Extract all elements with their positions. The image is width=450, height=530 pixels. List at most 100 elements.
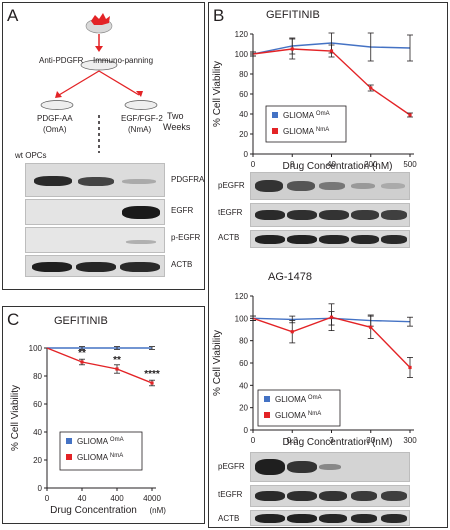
- blot-b1-row-tegfr: [250, 203, 410, 227]
- x-tick-label: 30: [366, 436, 375, 445]
- y-tick-label: 20: [33, 456, 42, 465]
- x-tick-label: 200: [364, 160, 378, 169]
- data-point: [80, 360, 84, 364]
- dish-right-label-1: EGF/FGF-2: [121, 114, 163, 123]
- tumor-icon: [85, 13, 113, 34]
- y-tick-label: 20: [239, 130, 248, 139]
- y-tick-label: 100: [235, 314, 249, 323]
- y-tick-label: 100: [29, 344, 43, 353]
- x-tick-label: 8: [290, 160, 295, 169]
- data-point: [290, 47, 294, 51]
- y-tick-label: 40: [239, 381, 248, 390]
- series-line: [46, 347, 153, 384]
- data-point: [408, 113, 412, 117]
- x-tick-label: 4000: [143, 494, 161, 503]
- blot-b2-row-pegfr: [250, 452, 410, 482]
- y-tick-label: 120: [235, 30, 249, 39]
- data-point: [150, 381, 154, 385]
- blot-a-row-pdgfra: [25, 163, 165, 197]
- blot-a-row-egfr: [25, 199, 165, 225]
- chart-title: GEFITINIB: [266, 9, 320, 21]
- legend-superscript: OmA: [316, 111, 330, 117]
- y-tick-label: 40: [33, 428, 42, 437]
- significance-label: **: [78, 348, 86, 359]
- y-tick-label: 0: [244, 150, 249, 159]
- legend-swatch: [264, 396, 270, 402]
- blot-b2-row-actb: [250, 510, 410, 526]
- y-axis-label: % Cell Viability: [212, 330, 223, 396]
- panel-label-b: B: [213, 6, 225, 25]
- y-tick-label: 80: [239, 337, 248, 346]
- x-tick-label: 300: [403, 436, 417, 445]
- significance-label: **: [113, 355, 121, 366]
- y-tick-label: 60: [33, 400, 42, 409]
- legend-entry: GLIOMA OmA: [275, 395, 322, 404]
- y-axis-label: % Cell Viability: [212, 61, 223, 127]
- x-tick-label: 400: [110, 494, 124, 503]
- data-point: [329, 49, 334, 53]
- x-tick-label: 0: [251, 160, 256, 169]
- legend-swatch: [272, 128, 278, 134]
- blot-b1-row-actb: [250, 230, 410, 248]
- blot-b1-label-actb: ACTB: [218, 233, 240, 242]
- chart-ag1478-b: AG-1478 0 20 40 60 80 100 120 0 0.3 3 30 300 % Cell V…: [212, 271, 417, 448]
- blot-a-label-pdgfra: PDGFRA: [171, 175, 205, 184]
- legend: GLIOMA OmA GLIOMA NmA: [59, 431, 143, 471]
- data-point: [290, 330, 294, 334]
- significance-label: ****: [144, 369, 160, 380]
- blot-b2-row-tegfr: [250, 485, 410, 507]
- y-axis-label: % Cell Viability: [10, 385, 21, 451]
- legend-entry: GLIOMA OmA: [77, 437, 124, 446]
- y-tick-label: 60: [239, 90, 248, 99]
- legend: GLIOMA OmA GLIOMA NmA: [265, 105, 347, 143]
- panel-label-a: A: [7, 6, 19, 25]
- legend-swatch: [264, 412, 270, 418]
- legend-superscript: NmA: [316, 127, 329, 133]
- x-tick-label: 0.3: [287, 436, 299, 445]
- legend: GLIOMA OmA GLIOMA NmA: [257, 389, 341, 427]
- chart-title: GEFITINIB: [54, 315, 108, 327]
- blot-a: [25, 163, 165, 283]
- y-tick-label: 0: [244, 426, 249, 435]
- legend-entry: GLIOMA NmA: [283, 127, 329, 136]
- legend-superscript: NmA: [110, 453, 123, 459]
- panel-a: A Anti-PDGFR Immuno-panning PDGF-AA (OmA…: [2, 2, 205, 290]
- x-axis-label: Drug Concentration: [50, 505, 137, 516]
- weeks-label: Weeks: [163, 122, 191, 132]
- dish-right-label-2: (NmA): [128, 125, 152, 134]
- blot-b2-label-tegfr: tEGFR: [218, 490, 243, 499]
- chart-title: AG-1478: [268, 271, 312, 283]
- blot-a-label-pegfr: p-EGFR: [171, 233, 201, 242]
- legend-entry: GLIOMA NmA: [77, 453, 123, 462]
- legend-superscript: NmA: [308, 411, 321, 417]
- two-label: Two: [167, 111, 184, 121]
- y-tick-label: 80: [239, 70, 248, 79]
- legend-superscript: OmA: [308, 395, 322, 401]
- x-axis-label: Drug Concentration (nM): [282, 437, 392, 448]
- data-point: [408, 365, 412, 370]
- legend-swatch: [66, 438, 72, 444]
- data-point: [329, 315, 334, 319]
- y-tick-label: 100: [235, 50, 249, 59]
- blot-b2: [250, 452, 410, 526]
- x-axis-unit: (nM): [150, 506, 167, 515]
- x-tick-label: 500: [403, 160, 417, 169]
- legend-entry: GLIOMA NmA: [275, 411, 321, 420]
- legend-swatch: [272, 112, 278, 118]
- data-point: [115, 367, 119, 371]
- blot-b1: [250, 172, 410, 250]
- dish-right: [124, 100, 158, 110]
- x-tick-label: 40: [327, 160, 336, 169]
- blot-b1-label-tegfr: tEGFR: [218, 208, 243, 217]
- dish-left-label-1: PDGF-AA: [37, 114, 73, 123]
- chart-gefitinib-b: GEFITINIB 0 20 40 60 80 100 120 0 8 40 200 500 % Cell…: [212, 9, 417, 172]
- y-tick-label: 120: [235, 292, 249, 301]
- blot-b2-label-actb: ACTB: [218, 514, 240, 523]
- dish-left-label-2: (OmA): [43, 125, 67, 134]
- y-tick-label: 0: [38, 484, 43, 493]
- x-tick-label: 0: [251, 436, 256, 445]
- panel-label-c: C: [7, 310, 20, 329]
- legend-entry: GLIOMA OmA: [283, 111, 330, 120]
- y-tick-label: 80: [33, 372, 42, 381]
- y-tick-label: 40: [239, 110, 248, 119]
